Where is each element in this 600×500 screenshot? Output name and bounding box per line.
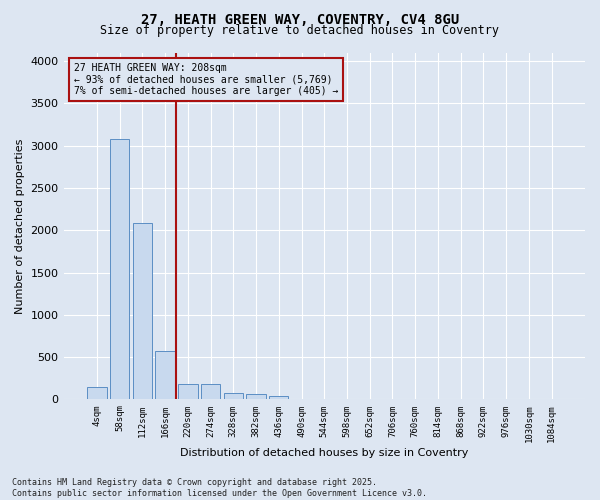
Bar — [224, 393, 243, 400]
Text: Size of property relative to detached houses in Coventry: Size of property relative to detached ho… — [101, 24, 499, 37]
Bar — [155, 351, 175, 400]
Bar — [178, 384, 197, 400]
Text: Contains HM Land Registry data © Crown copyright and database right 2025.
Contai: Contains HM Land Registry data © Crown c… — [12, 478, 427, 498]
Bar — [201, 384, 220, 400]
Text: 27, HEATH GREEN WAY, COVENTRY, CV4 8GU: 27, HEATH GREEN WAY, COVENTRY, CV4 8GU — [141, 12, 459, 26]
Bar — [269, 396, 289, 400]
Bar — [110, 139, 130, 400]
Y-axis label: Number of detached properties: Number of detached properties — [15, 138, 25, 314]
Text: 27 HEATH GREEN WAY: 208sqm
← 93% of detached houses are smaller (5,769)
7% of se: 27 HEATH GREEN WAY: 208sqm ← 93% of deta… — [74, 63, 338, 96]
Bar — [133, 224, 152, 400]
Bar — [247, 394, 266, 400]
X-axis label: Distribution of detached houses by size in Coventry: Distribution of detached houses by size … — [180, 448, 469, 458]
Bar — [87, 387, 107, 400]
